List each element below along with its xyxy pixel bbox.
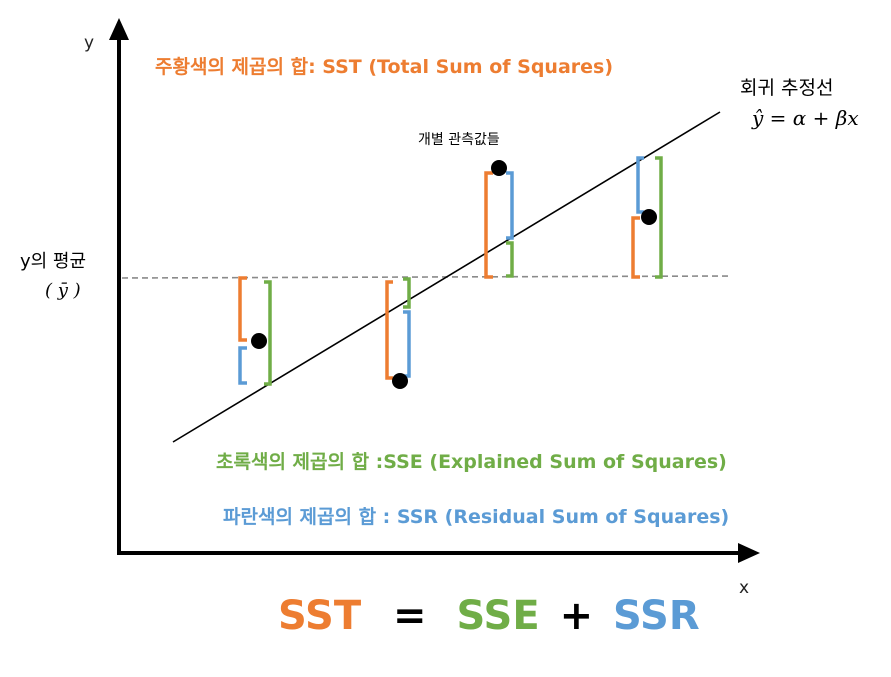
observation-group-1 bbox=[238, 276, 272, 386]
ssr-legend: 파란색의 제곱의 합 : SSR (Residual Sum of Square… bbox=[223, 506, 730, 528]
sst-bracket bbox=[385, 280, 393, 380]
regression-label: 회귀 추정선 bbox=[740, 77, 834, 99]
sse-legend: 초록색의 제곱의 합 :SSE (Explained Sum of Square… bbox=[216, 451, 727, 473]
mean-symbol: ( ȳ ) bbox=[45, 280, 81, 301]
equation-plus: + bbox=[559, 593, 594, 639]
observation-point bbox=[251, 333, 267, 349]
observations-label: 개별 관측값들 bbox=[418, 132, 500, 148]
ssr-bracket bbox=[238, 346, 247, 385]
regression-line bbox=[172, 111, 721, 443]
equation: SST = SSE + SSR bbox=[278, 596, 700, 636]
ssr-bracket bbox=[636, 156, 644, 214]
sst-bracket bbox=[631, 216, 640, 279]
observation-point bbox=[641, 209, 657, 225]
sse-bracket bbox=[655, 156, 663, 279]
equation-equals: = bbox=[393, 593, 427, 639]
mean-line bbox=[121, 275, 733, 279]
observation-group-2 bbox=[385, 277, 411, 389]
sst-legend: 주황색의 제곱의 합: SST (Total Sum of Squares) bbox=[155, 56, 614, 78]
regression-formula: ŷ = α + βx bbox=[752, 106, 859, 130]
x-axis-label: x bbox=[739, 578, 750, 598]
y-axis-arrow-icon bbox=[109, 18, 129, 40]
observation-group-4 bbox=[631, 156, 663, 279]
equation-sst: SST bbox=[278, 593, 362, 639]
equation-sse: SSE bbox=[456, 593, 540, 639]
sst-bracket bbox=[484, 171, 493, 279]
equation-ssr: SSR bbox=[613, 593, 700, 639]
sse-bracket bbox=[264, 280, 272, 386]
y-axis-label: y bbox=[84, 33, 95, 53]
observation-group-3 bbox=[484, 160, 514, 279]
ssr-bracket bbox=[506, 171, 514, 240]
mean-label: y의 평균 bbox=[20, 251, 87, 272]
sst-bracket bbox=[238, 276, 247, 342]
ssr-bracket bbox=[403, 310, 411, 378]
sse-bracket bbox=[403, 277, 411, 309]
sse-bracket bbox=[506, 241, 514, 278]
x-axis-arrow-icon bbox=[738, 543, 760, 563]
observation-point bbox=[491, 160, 507, 176]
observation-point bbox=[392, 373, 408, 389]
